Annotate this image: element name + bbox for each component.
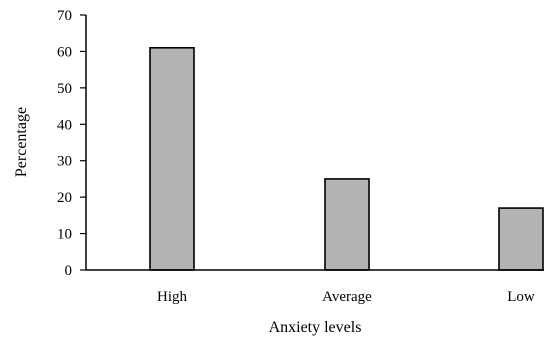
- y-tick-label: 50: [57, 81, 72, 97]
- x-axis-ticks: High Average Low: [157, 289, 535, 305]
- x-axis-title: Anxiety levels: [269, 319, 362, 336]
- bars: [149, 46, 544, 271]
- y-axis-title: Percentage: [13, 107, 30, 177]
- y-axis-ticks: 0 10 20 30 40 50 60 70: [57, 8, 86, 279]
- bar-high: [149, 46, 195, 271]
- y-tick-label: 60: [57, 44, 72, 60]
- bar-average: [324, 178, 370, 271]
- bar-low: [498, 207, 544, 271]
- y-tick-label: 10: [57, 227, 72, 243]
- y-tick-label: 30: [57, 154, 72, 170]
- x-tick-label: Low: [507, 289, 535, 305]
- x-tick-label: Average: [322, 289, 372, 305]
- y-tick-label: 70: [57, 8, 72, 24]
- y-tick-label: 40: [57, 117, 72, 133]
- x-tick-label: High: [157, 289, 188, 305]
- y-tick-label: 0: [65, 263, 73, 279]
- y-tick-label: 20: [57, 190, 72, 206]
